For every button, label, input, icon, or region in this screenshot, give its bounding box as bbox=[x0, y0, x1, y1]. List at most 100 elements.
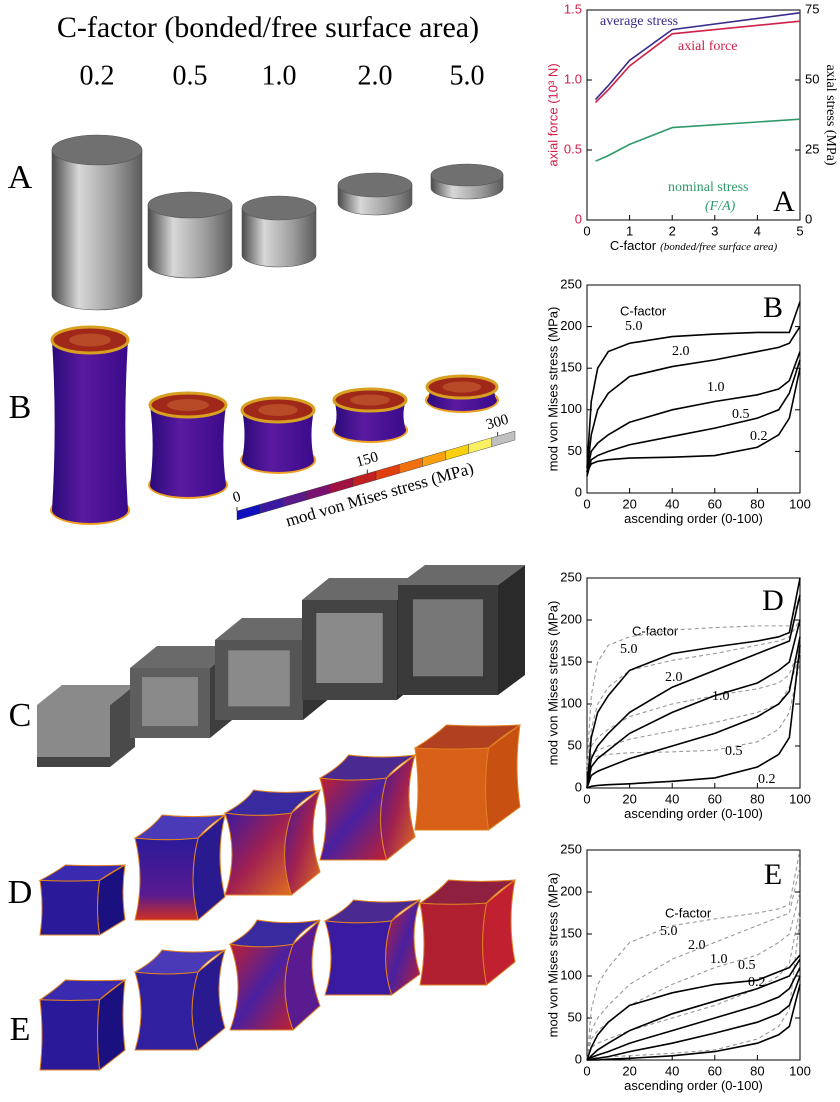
panel-label: D bbox=[762, 584, 784, 617]
cube-side bbox=[498, 565, 525, 695]
series-label: 2.0 bbox=[688, 938, 706, 953]
colorbar-tick-label: 300 bbox=[484, 412, 510, 434]
x-tick-label: 2 bbox=[669, 223, 676, 238]
deformed-cube-front bbox=[325, 921, 392, 995]
row-label: B bbox=[9, 389, 32, 426]
y-tick-label: 0 bbox=[575, 1051, 582, 1066]
colorbar-tick-label: 150 bbox=[354, 449, 380, 471]
colorbar-segment bbox=[307, 484, 330, 500]
curve-labels-title: C-factor bbox=[620, 303, 667, 318]
series-line bbox=[587, 620, 800, 767]
colorbar-segment bbox=[237, 504, 260, 520]
series-line bbox=[587, 662, 800, 767]
series-label: nominal stress bbox=[668, 180, 749, 195]
series-line bbox=[587, 959, 800, 1060]
series-label: 5.0 bbox=[625, 319, 643, 334]
y-tick-label: 200 bbox=[560, 611, 582, 626]
series-line bbox=[587, 368, 800, 472]
colorbar-segment bbox=[330, 478, 353, 494]
x-tick-label: 80 bbox=[750, 791, 764, 806]
series-line bbox=[587, 867, 800, 1060]
colorbar-segment bbox=[283, 491, 306, 507]
series-label: 2.0 bbox=[665, 670, 683, 685]
y-tick-label: 0 bbox=[575, 779, 582, 794]
x-tick-label: 100 bbox=[789, 1063, 811, 1078]
cylinder-body bbox=[52, 150, 142, 310]
x-tick-label: 40 bbox=[665, 791, 679, 806]
row-label: E bbox=[10, 1011, 31, 1048]
x-tick-label: 60 bbox=[708, 1063, 722, 1078]
x-tick-label: 1 bbox=[626, 223, 633, 238]
x-axis-label-main: ascending order (0-100) bbox=[624, 511, 763, 526]
colorbar-segment bbox=[492, 431, 515, 447]
x-tick-label: 5 bbox=[796, 223, 803, 238]
x-tick-label: 80 bbox=[750, 496, 764, 511]
series-line bbox=[596, 21, 800, 102]
y-tick-label: 50 bbox=[568, 737, 582, 752]
colorbar-segment bbox=[422, 451, 445, 467]
y-tick-label: 250 bbox=[560, 276, 582, 291]
x-axis-label-note: (bonded/free surface area) bbox=[660, 241, 777, 253]
y-tick-label: 1.0 bbox=[564, 71, 582, 86]
row-label: A bbox=[8, 159, 33, 196]
series-label-note: (F/A) bbox=[705, 199, 736, 214]
cylinder-top bbox=[52, 135, 142, 165]
cylinder-top-core bbox=[167, 399, 209, 411]
x-tick-label: 0 bbox=[583, 1063, 590, 1078]
cylinder-top-core bbox=[443, 382, 482, 393]
y-tick-label: 250 bbox=[560, 569, 582, 584]
series-label: 0.5 bbox=[732, 407, 750, 422]
panel-label: B bbox=[763, 291, 783, 324]
x-axis-label-main: ascending order (0-100) bbox=[624, 806, 763, 821]
series-line bbox=[587, 637, 800, 788]
page: {"figure": {"title": "C-factor (bonded/f… bbox=[0, 0, 840, 1102]
colorbar-segment bbox=[353, 471, 376, 487]
panel-label: E bbox=[764, 858, 782, 891]
x-tick-label: 0 bbox=[583, 496, 590, 511]
series-line bbox=[587, 984, 800, 1060]
cube-inset bbox=[228, 650, 290, 706]
series-label: axial force bbox=[678, 39, 737, 54]
series-label: 5.0 bbox=[660, 924, 678, 939]
y-axis-label: axial force (10³ N) bbox=[545, 63, 560, 166]
cylinder-top-core bbox=[69, 334, 111, 347]
x-tick-label: 100 bbox=[789, 791, 811, 806]
colorbar-segment bbox=[469, 438, 492, 454]
y-tick-label: 1.5 bbox=[564, 1, 582, 16]
y-tick-label: 250 bbox=[560, 841, 582, 856]
series-label: 1.0 bbox=[712, 689, 730, 704]
series-label: 0.2 bbox=[758, 772, 776, 787]
figure-title: C-factor (bonded/free surface area) bbox=[57, 11, 479, 44]
x-tick-label: 20 bbox=[622, 1063, 636, 1078]
cube-inset bbox=[142, 677, 198, 726]
cube-inset bbox=[413, 599, 483, 676]
panel-label: A bbox=[773, 185, 795, 218]
cube-inset bbox=[316, 613, 383, 683]
series-label: average stress bbox=[600, 14, 678, 29]
column-label: 0.5 bbox=[173, 60, 208, 91]
y-tick-label: 150 bbox=[560, 360, 582, 375]
series-label: 0.2 bbox=[748, 975, 766, 990]
row-label: C bbox=[9, 697, 32, 734]
y-tick-label: 0.5 bbox=[564, 141, 582, 156]
y-axis-label: mod von Mises stress (MPa) bbox=[545, 873, 560, 1038]
series-line bbox=[587, 645, 800, 767]
row-label: D bbox=[8, 874, 33, 911]
colorbar-tick-label: 0 bbox=[231, 489, 243, 506]
y-tick-label: 50 bbox=[568, 1009, 582, 1024]
colorbar-segment bbox=[376, 464, 399, 480]
y-tick-label: 200 bbox=[560, 318, 582, 333]
deformed-cube-front bbox=[420, 903, 487, 985]
colorbar-segment bbox=[260, 498, 283, 514]
y2-tick-label: 0 bbox=[805, 211, 812, 226]
curve-labels-title: C-factor bbox=[665, 905, 712, 920]
deformed-cube-front bbox=[40, 880, 100, 935]
y-tick-label: 0 bbox=[575, 211, 582, 226]
x-tick-label: 20 bbox=[622, 496, 636, 511]
x-axis-label-main: C-factor bbox=[610, 238, 657, 253]
cylinder-top bbox=[242, 196, 316, 220]
series-line bbox=[587, 645, 800, 788]
y-tick-label: 50 bbox=[568, 443, 582, 458]
column-label: 2.0 bbox=[358, 60, 393, 91]
deformed-cube-front bbox=[40, 1000, 100, 1070]
